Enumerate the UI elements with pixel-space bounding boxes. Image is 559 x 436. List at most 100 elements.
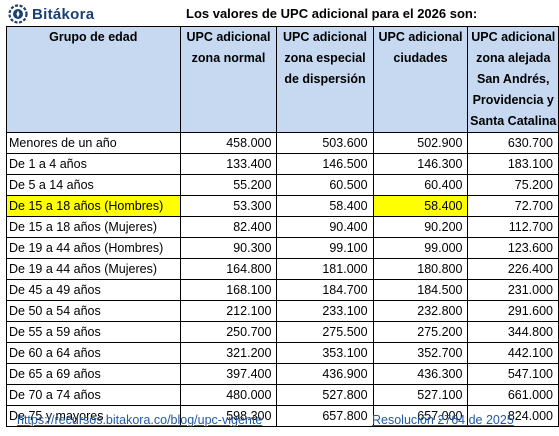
value-cell-especial: 181.000	[276, 258, 374, 280]
value-cell-especial: 503.600	[276, 132, 374, 154]
value-cell-especial: 90.400	[276, 216, 374, 238]
resolucion-link[interactable]: Resolución 2764 de 2025	[372, 413, 514, 427]
brand-logo: Bitákora	[8, 4, 94, 24]
table-row: De 5 a 14 años 55.200 60.500 60.400 75.200	[6, 174, 559, 196]
age-group-cell: De 55 a 59 años	[6, 321, 181, 343]
header-zona-normal: UPC adicional zona normal	[179, 26, 278, 133]
value-cell-alejada: 661.000	[467, 384, 559, 406]
value-cell-alejada: 75.200	[467, 174, 559, 196]
value-cell-normal: 250.700	[179, 321, 278, 343]
age-group-cell: De 70 a 74 años	[6, 384, 181, 406]
value-cell-especial: 58.400	[276, 195, 374, 217]
value-cell-ciudades: 527.100	[372, 384, 469, 406]
age-group-cell: De 19 a 44 años (Mujeres)	[6, 258, 181, 280]
value-cell-especial: 184.700	[276, 279, 374, 301]
value-cell-alejada: 112.700	[467, 216, 559, 238]
value-cell-ciudades: 146.300	[372, 153, 469, 175]
value-cell-normal: 480.000	[179, 384, 278, 406]
value-cell-normal: 598.300	[179, 405, 278, 427]
brand-name: Bitákora	[32, 5, 95, 23]
table-row: De 19 a 44 años (Mujeres) 164.800 181.000 1…	[6, 258, 559, 280]
table-row: De 65 a 69 años 397.400 436.900 436.300 547.…	[6, 363, 559, 385]
age-group-cell: De 50 a 54 años	[6, 300, 181, 322]
value-cell-alejada: 630.700	[467, 132, 559, 154]
table-row: De 60 a 64 años 321.200 353.100 352.700 442.…	[6, 342, 559, 364]
value-cell-normal: 458.000	[179, 132, 278, 154]
value-cell-especial: 353.100	[276, 342, 374, 364]
value-cell-normal: 53.300	[179, 195, 278, 217]
age-group-cell: De 65 a 69 años	[6, 363, 181, 385]
value-cell-ciudades: 275.200	[372, 321, 469, 343]
value-cell-ciudades: 657.000	[372, 405, 469, 427]
age-group-cell: De 5 a 14 años	[6, 174, 181, 196]
value-cell-normal: 164.800	[179, 258, 278, 280]
value-cell-especial: 275.500	[276, 321, 374, 343]
age-group-cell: De 45 a 49 años	[6, 279, 181, 301]
age-group-cell: De 75 y mayores	[6, 405, 181, 427]
value-cell-especial: 436.900	[276, 363, 374, 385]
value-cell-normal: 168.100	[179, 279, 278, 301]
value-cell-alejada: 123.600	[467, 237, 559, 259]
recursos-link[interactable]: https://recursos.bitakora.co/blog/upc-vi…	[17, 413, 263, 427]
value-cell-normal: 133.400	[179, 153, 278, 175]
table-row: De 50 a 54 años 212.100 233.100 232.800 291.…	[6, 300, 559, 322]
value-cell-alejada: 824.000	[467, 405, 559, 427]
value-cell-normal: 55.200	[179, 174, 278, 196]
top-bar: Bitákora Los valores de UPC adicional pa…	[0, 0, 559, 26]
value-cell-alejada: 226.400	[467, 258, 559, 280]
header-zona-alejada: UPC adicional zona alejada San Andrés, Prov…	[467, 26, 559, 133]
value-cell-ciudades: 90.200	[372, 216, 469, 238]
gear-compass-icon	[8, 4, 28, 24]
upc-table: Grupo de edad UPC adicional zona normal U…	[6, 26, 559, 427]
footer-link-resolucion[interactable]: Resolución 2764 de 2025	[372, 413, 514, 427]
value-cell-normal: 321.200	[179, 342, 278, 364]
value-cell-ciudades: 436.300	[372, 363, 469, 385]
table-row: De 70 a 74 años 480.000 527.800 527.100 661.…	[6, 384, 559, 406]
value-cell-ciudades: 502.900	[372, 132, 469, 154]
table-row: De 19 a 44 años (Hombres) 90.300 99.100 99.…	[6, 237, 559, 259]
footer-link-recursos[interactable]: https://recursos.bitakora.co/blog/upc-vi…	[17, 413, 262, 427]
value-cell-normal: 90.300	[179, 237, 278, 259]
table-body: Menores de un año 458.000 503.600 502.900 63…	[6, 132, 559, 427]
table-row: De 45 a 49 años 168.100 184.700 184.500 231.…	[6, 279, 559, 301]
table-row: De 55 a 59 años 250.700 275.500 275.200 344.…	[6, 321, 559, 343]
value-cell-alejada: 442.100	[467, 342, 559, 364]
page-title: Los valores de UPC adicional para el 202…	[186, 6, 478, 21]
table-row: Menores de un año 458.000 503.600 502.900 63…	[6, 132, 559, 154]
value-cell-especial: 527.800	[276, 384, 374, 406]
value-cell-especial: 233.100	[276, 300, 374, 322]
value-cell-alejada: 547.100	[467, 363, 559, 385]
table-row: De 1 a 4 años 133.400 146.500 146.300 183.10…	[6, 153, 559, 175]
age-group-cell: De 19 a 44 años (Hombres)	[6, 237, 181, 259]
value-cell-especial: 99.100	[276, 237, 374, 259]
value-cell-especial: 657.800	[276, 405, 374, 427]
value-cell-alejada: 231.000	[467, 279, 559, 301]
value-cell-normal: 212.100	[179, 300, 278, 322]
header-grupo-edad: Grupo de edad	[6, 26, 181, 133]
value-cell-especial: 60.500	[276, 174, 374, 196]
value-cell-ciudades: 60.400	[372, 174, 469, 196]
value-cell-ciudades: 99.000	[372, 237, 469, 259]
header-ciudades: UPC adicional ciudades	[372, 26, 469, 133]
age-group-cell: De 15 a 18 años (Mujeres)	[6, 216, 181, 238]
value-cell-ciudades: 232.800	[372, 300, 469, 322]
table-row: De 15 a 18 años (Hombres) 53.300 58.400 58.…	[6, 195, 559, 217]
value-cell-especial: 146.500	[276, 153, 374, 175]
value-cell-alejada: 291.600	[467, 300, 559, 322]
table-row: De 75 y mayores 598.300 657.800 657.000 824.…	[6, 405, 559, 427]
value-cell-ciudades: 58.400	[372, 195, 469, 217]
value-cell-ciudades: 180.800	[372, 258, 469, 280]
age-group-cell: De 60 a 64 años	[6, 342, 181, 364]
age-group-cell: De 15 a 18 años (Hombres)	[6, 195, 181, 217]
value-cell-ciudades: 184.500	[372, 279, 469, 301]
value-cell-alejada: 344.800	[467, 321, 559, 343]
value-cell-ciudades: 352.700	[372, 342, 469, 364]
age-group-cell: Menores de un año	[6, 132, 181, 154]
value-cell-alejada: 72.700	[467, 195, 559, 217]
value-cell-normal: 397.400	[179, 363, 278, 385]
value-cell-alejada: 183.100	[467, 153, 559, 175]
header-row: Grupo de edad UPC adicional zona normal U…	[6, 26, 559, 133]
age-group-cell: De 1 a 4 años	[6, 153, 181, 175]
table-row: De 15 a 18 años (Mujeres) 82.400 90.400 90.…	[6, 216, 559, 238]
header-zona-especial: UPC adicional zona especial de dispersión	[276, 26, 374, 133]
